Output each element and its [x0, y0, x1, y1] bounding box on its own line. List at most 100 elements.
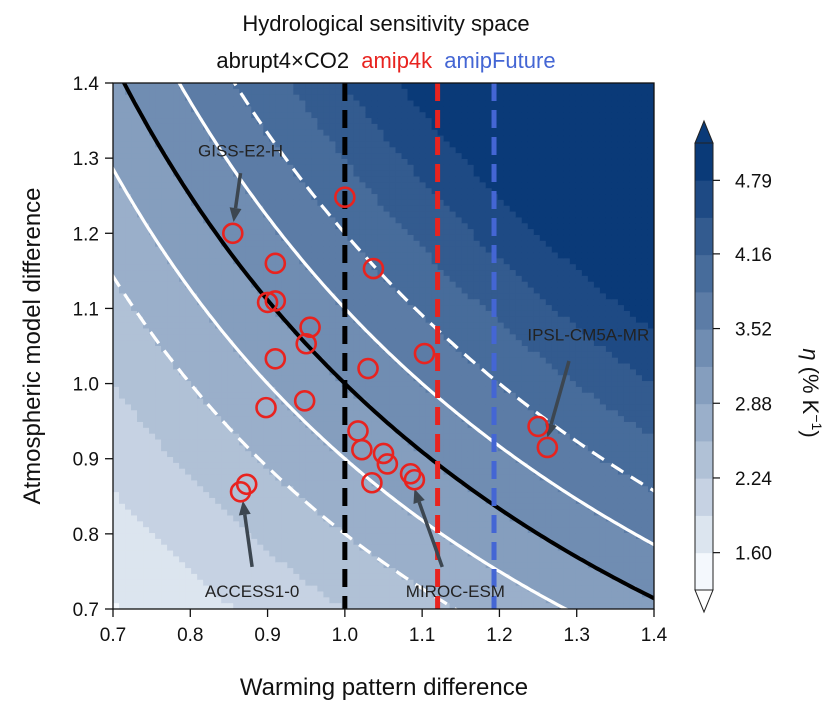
- contour-cell: [143, 381, 150, 388]
- contour-cell: [437, 270, 445, 277]
- contour-cell: [233, 182, 240, 189]
- contour-cell: [401, 275, 409, 283]
- contour-cell: [347, 573, 355, 581]
- contour-cell: [155, 497, 162, 505]
- contour-cell: [167, 433, 174, 441]
- contour-cell: [233, 404, 240, 411]
- contour-cell: [185, 287, 192, 294]
- contour-cell: [413, 515, 421, 522]
- contour-cell: [377, 568, 385, 575]
- contour-cell: [155, 538, 162, 546]
- contour-cell: [275, 562, 282, 569]
- contour-cell: [173, 492, 180, 499]
- contour-cell: [155, 421, 162, 429]
- contour-cell: [119, 229, 126, 236]
- contour-cell: [179, 199, 186, 207]
- contour-cell: [335, 118, 343, 125]
- contour-cell: [401, 381, 409, 388]
- contour-cell: [125, 94, 132, 102]
- contour-cell: [383, 188, 391, 195]
- contour-cell: [197, 416, 204, 423]
- contour-cell: [167, 340, 174, 347]
- contour-cell: [227, 527, 234, 534]
- contour-cell: [239, 158, 246, 166]
- contour-cell: [425, 264, 433, 271]
- contour-cell: [305, 287, 312, 294]
- contour-cell: [113, 386, 120, 394]
- contour-cell: [179, 281, 186, 289]
- contour-cell: [323, 182, 330, 189]
- contour-cell: [197, 158, 204, 166]
- contour-cell: [227, 351, 234, 359]
- contour-cell: [425, 579, 433, 587]
- contour-cell: [173, 88, 180, 96]
- contour-cell: [125, 474, 132, 482]
- contour-cell: [161, 451, 168, 458]
- contour-cell: [413, 88, 421, 96]
- contour-cell: [119, 118, 126, 125]
- contour-cell: [407, 270, 415, 277]
- contour-cell: [149, 141, 156, 148]
- contour-cell: [191, 451, 198, 458]
- contour-cell: [377, 141, 385, 148]
- contour-cell: [335, 106, 343, 113]
- contour-cell: [389, 106, 397, 113]
- contour-cell: [275, 182, 282, 189]
- contour-cell: [131, 123, 138, 131]
- contour-cell: [281, 410, 288, 417]
- contour-cell: [323, 381, 330, 388]
- contour-cell: [173, 281, 180, 289]
- contour-cell: [431, 579, 439, 587]
- contour-cell: [389, 147, 397, 154]
- contour-cell: [203, 182, 210, 189]
- contour-cell: [329, 363, 337, 370]
- contour-cell: [371, 433, 379, 441]
- contour-cell: [161, 556, 168, 563]
- contour-cell: [347, 585, 355, 593]
- contour-cell: [113, 433, 120, 441]
- contour-cell: [131, 521, 138, 528]
- contour-cell: [215, 544, 222, 552]
- contour-cell: [407, 176, 415, 183]
- chart-subtitle: abrupt4×CO2 amip4k amipFuture: [216, 48, 555, 73]
- contour-cell: [275, 451, 282, 458]
- contour-cell: [239, 322, 246, 330]
- contour-cell: [233, 416, 240, 423]
- contour-cell: [371, 351, 379, 359]
- contour-cell: [245, 135, 252, 143]
- contour-cell: [245, 573, 252, 581]
- contour-cell: [173, 141, 180, 148]
- contour-cell: [215, 240, 222, 248]
- contour-cell: [353, 118, 361, 125]
- contour-cell: [119, 164, 126, 172]
- contour-cell: [167, 316, 174, 324]
- contour-cell: [149, 404, 156, 411]
- contour-cell: [293, 603, 300, 609]
- contour-cell: [311, 392, 318, 400]
- contour-cell: [335, 603, 343, 609]
- contour-cell: [437, 176, 445, 183]
- contour-cell: [413, 585, 421, 593]
- contour-cell: [287, 205, 294, 213]
- contour-cell: [275, 369, 282, 376]
- contour-cell: [305, 433, 312, 441]
- contour-cell: [377, 573, 385, 581]
- contour-cell: [245, 264, 252, 271]
- contour-cell: [161, 486, 168, 493]
- contour-cell: [167, 369, 174, 376]
- contour-cell: [443, 229, 451, 236]
- contour-cell: [173, 123, 180, 131]
- contour-cell: [365, 194, 373, 201]
- contour-cell: [419, 439, 427, 446]
- contour-cell: [419, 375, 427, 382]
- contour-cell: [347, 88, 355, 96]
- contour-cell: [359, 573, 367, 581]
- contour-cell: [245, 246, 252, 254]
- contour-cell: [215, 246, 222, 254]
- contour-cell: [149, 252, 156, 259]
- contour-cell: [119, 474, 126, 482]
- contour-cell: [119, 544, 126, 552]
- contour-cell: [119, 334, 126, 341]
- contour-cell: [305, 229, 312, 236]
- contour-cell: [257, 211, 264, 219]
